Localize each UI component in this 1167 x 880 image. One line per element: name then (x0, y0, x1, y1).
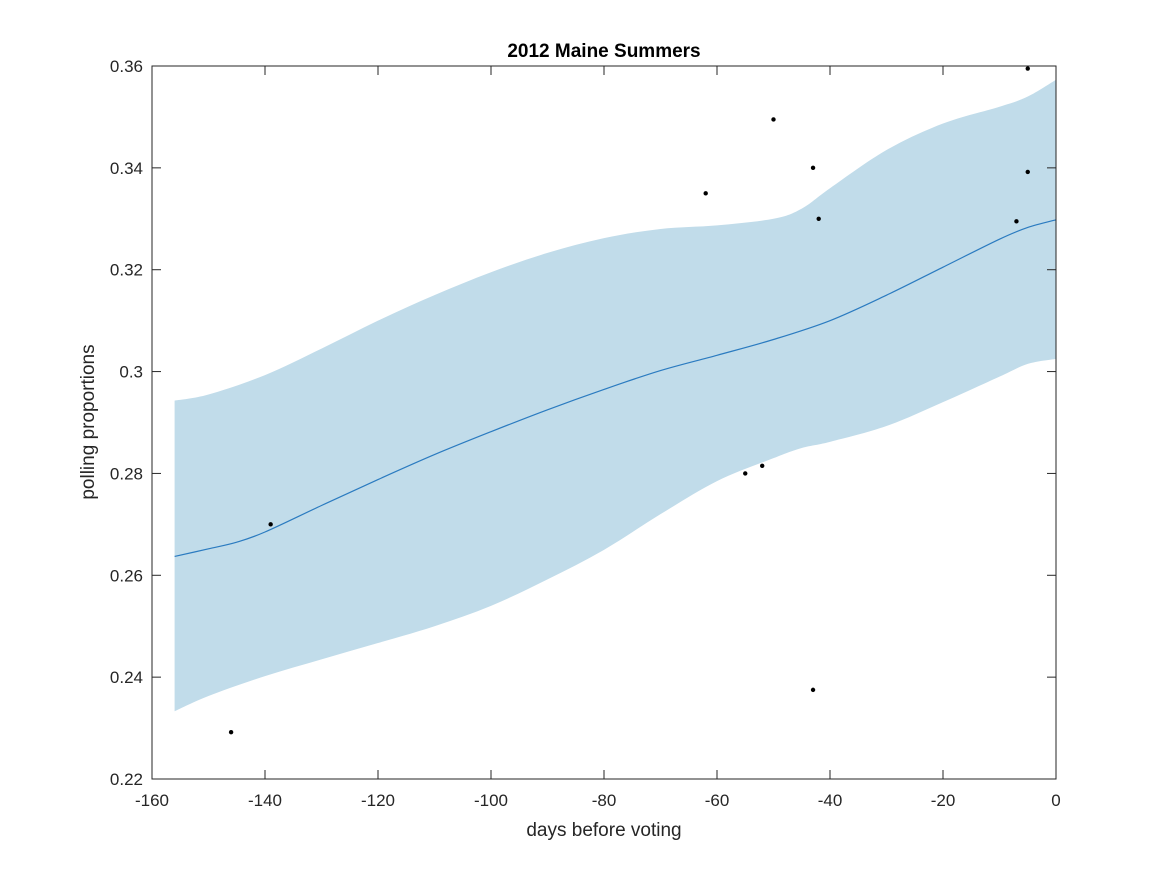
tick-labels-layer: -160 -140 -120 -100 -80 -60 -40 -20 0 0.22 0.24 0.2… (110, 57, 1061, 810)
x-tick-label: -60 (705, 791, 730, 810)
x-tick-label: -120 (361, 791, 395, 810)
x-tick-label: -40 (818, 791, 843, 810)
data-point (810, 165, 816, 171)
data-point (810, 687, 816, 693)
data-point (743, 471, 748, 476)
y-tick-label: 0.28 (110, 464, 143, 483)
y-tick-label: 0.22 (110, 770, 143, 789)
y-axis-title: polling proportions (78, 344, 99, 499)
confidence-band-layer (174, 79, 1057, 712)
mean-line (174, 219, 1057, 558)
data-point (771, 117, 776, 122)
x-tick-label: -140 (248, 791, 282, 810)
chart-title: 2012 Maine Summers (507, 41, 700, 62)
x-axis-title: days before voting (526, 820, 681, 841)
y-tick-label: 0.36 (110, 57, 143, 76)
axes-layer (151, 65, 1057, 780)
confidence-band (174, 79, 1057, 712)
x-tick-label: -160 (135, 791, 169, 810)
data-point (228, 729, 234, 735)
x-tick-label: -100 (474, 791, 508, 810)
data-point (1014, 219, 1019, 224)
y-tick-label: 0.3 (119, 363, 143, 382)
mean-line-layer (174, 219, 1057, 558)
x-tick-label: -80 (592, 791, 617, 810)
data-point (816, 216, 821, 221)
data-point (703, 191, 708, 196)
y-tick-label: 0.34 (110, 159, 143, 178)
data-points-layer (228, 66, 1030, 735)
x-tick-label: 0 (1051, 791, 1060, 810)
data-point (268, 522, 273, 527)
data-point (760, 463, 765, 468)
y-tick-label: 0.26 (110, 566, 143, 585)
data-point (1025, 66, 1030, 71)
x-tick-label: -20 (931, 791, 956, 810)
y-tick-label: 0.32 (110, 261, 143, 280)
y-tick-label: 0.24 (110, 668, 143, 687)
data-point (1025, 169, 1030, 175)
